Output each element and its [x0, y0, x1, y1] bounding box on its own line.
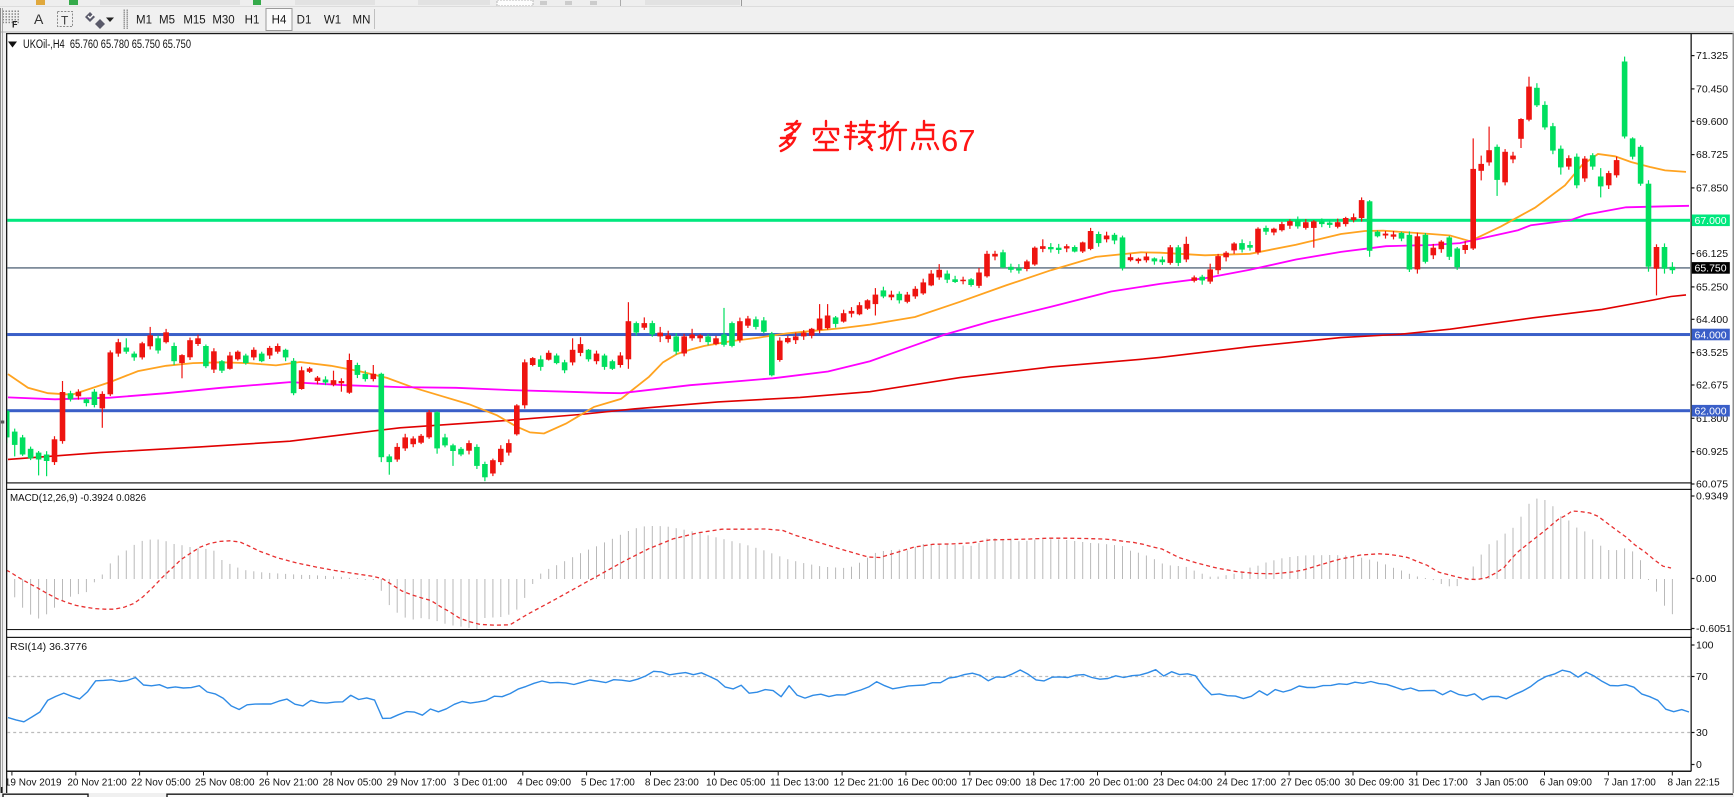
svg-text:27 Dec 05:00: 27 Dec 05:00: [1281, 778, 1341, 789]
svg-text:M15: M15: [183, 15, 205, 27]
svg-text:62.675: 62.675: [1696, 380, 1728, 392]
svg-text:H1: H1: [245, 15, 260, 27]
svg-text:UKOil-,H4 65.760 65.780 65.75: UKOil-,H4 65.760 65.780 65.750 65.750: [23, 39, 191, 51]
svg-text:22 Nov 05:00: 22 Nov 05:00: [131, 778, 191, 789]
svg-text:8 Jan 22:15: 8 Jan 22:15: [1667, 778, 1720, 789]
svg-text:17 Dec 09:00: 17 Dec 09:00: [961, 778, 1021, 789]
svg-text:23 Dec 04:00: 23 Dec 04:00: [1153, 778, 1213, 789]
svg-text:28 Nov 05:00: 28 Nov 05:00: [323, 778, 383, 789]
svg-text:67.850: 67.850: [1696, 183, 1728, 195]
svg-text:16 Dec 00:00: 16 Dec 00:00: [897, 778, 957, 789]
svg-text:67.000: 67.000: [1695, 215, 1727, 227]
svg-text:70: 70: [1696, 671, 1708, 683]
svg-text:69.600: 69.600: [1696, 116, 1728, 128]
svg-text:MN: MN: [353, 15, 371, 27]
svg-text:D1: D1: [297, 15, 312, 27]
svg-text:M1: M1: [136, 15, 152, 27]
svg-text:66.125: 66.125: [1696, 248, 1728, 260]
svg-text:5 Dec 17:00: 5 Dec 17:00: [581, 778, 635, 789]
svg-text:67: 67: [941, 123, 975, 158]
svg-text:10 Dec 05:00: 10 Dec 05:00: [706, 778, 766, 789]
svg-text:30: 30: [1696, 727, 1708, 739]
svg-text:60.925: 60.925: [1696, 446, 1728, 458]
svg-text:T: T: [61, 14, 69, 28]
svg-text:31 Dec 17:00: 31 Dec 17:00: [1408, 778, 1468, 789]
svg-text:62.000: 62.000: [1695, 406, 1727, 418]
svg-text:F: F: [12, 20, 18, 30]
svg-text:4 Dec 09:00: 4 Dec 09:00: [517, 778, 571, 789]
svg-text:29 Nov 17:00: 29 Nov 17:00: [387, 778, 447, 789]
svg-text:M5: M5: [159, 15, 175, 27]
svg-text:63.525: 63.525: [1696, 347, 1728, 359]
svg-text:100: 100: [1696, 640, 1714, 652]
svg-text:20 Dec 01:00: 20 Dec 01:00: [1089, 778, 1149, 789]
svg-text:MACD(12,26,9) -0.3924 0.0826: MACD(12,26,9) -0.3924 0.0826: [10, 492, 146, 504]
svg-text:RSI(14) 36.3776: RSI(14) 36.3776: [10, 641, 87, 653]
svg-text:8 Dec 23:00: 8 Dec 23:00: [645, 778, 699, 789]
svg-text:0.00: 0.00: [1696, 573, 1717, 585]
svg-text:18 Dec 17:00: 18 Dec 17:00: [1025, 778, 1085, 789]
svg-text:65.750: 65.750: [1695, 263, 1727, 275]
svg-text:20 Nov 21:00: 20 Nov 21:00: [67, 778, 127, 789]
svg-text:71.325: 71.325: [1696, 50, 1728, 62]
svg-text:65.250: 65.250: [1696, 282, 1728, 294]
svg-text:26 Nov 21:00: 26 Nov 21:00: [259, 778, 319, 789]
svg-text:64.400: 64.400: [1696, 314, 1728, 326]
svg-text:64.000: 64.000: [1695, 329, 1727, 341]
svg-text:M30: M30: [212, 15, 234, 27]
svg-text:W1: W1: [324, 15, 341, 27]
svg-text:-0.6051: -0.6051: [1696, 623, 1732, 635]
svg-text:60.075: 60.075: [1696, 479, 1728, 491]
svg-text:24 Dec 17:00: 24 Dec 17:00: [1217, 778, 1277, 789]
svg-text:H4: H4: [272, 15, 287, 27]
svg-text:19 Nov 2019: 19 Nov 2019: [5, 778, 62, 789]
svg-text:70.450: 70.450: [1696, 84, 1728, 96]
svg-text:11 Dec 13:00: 11 Dec 13:00: [770, 778, 829, 789]
svg-text:3 Dec 01:00: 3 Dec 01:00: [453, 778, 507, 789]
svg-text:0: 0: [1696, 759, 1702, 771]
svg-text:0.9349: 0.9349: [1696, 491, 1728, 503]
svg-text:25 Nov 08:00: 25 Nov 08:00: [195, 778, 255, 789]
svg-text:30 Dec 09:00: 30 Dec 09:00: [1345, 778, 1405, 789]
svg-text:3 Jan 05:00: 3 Jan 05:00: [1476, 778, 1529, 789]
svg-text:12 Dec 21:00: 12 Dec 21:00: [834, 778, 894, 789]
svg-text:A: A: [34, 11, 44, 27]
svg-text:6 Jan 09:00: 6 Jan 09:00: [1540, 778, 1593, 789]
svg-text:7 Jan 17:00: 7 Jan 17:00: [1604, 778, 1657, 789]
svg-text:68.725: 68.725: [1696, 149, 1728, 161]
